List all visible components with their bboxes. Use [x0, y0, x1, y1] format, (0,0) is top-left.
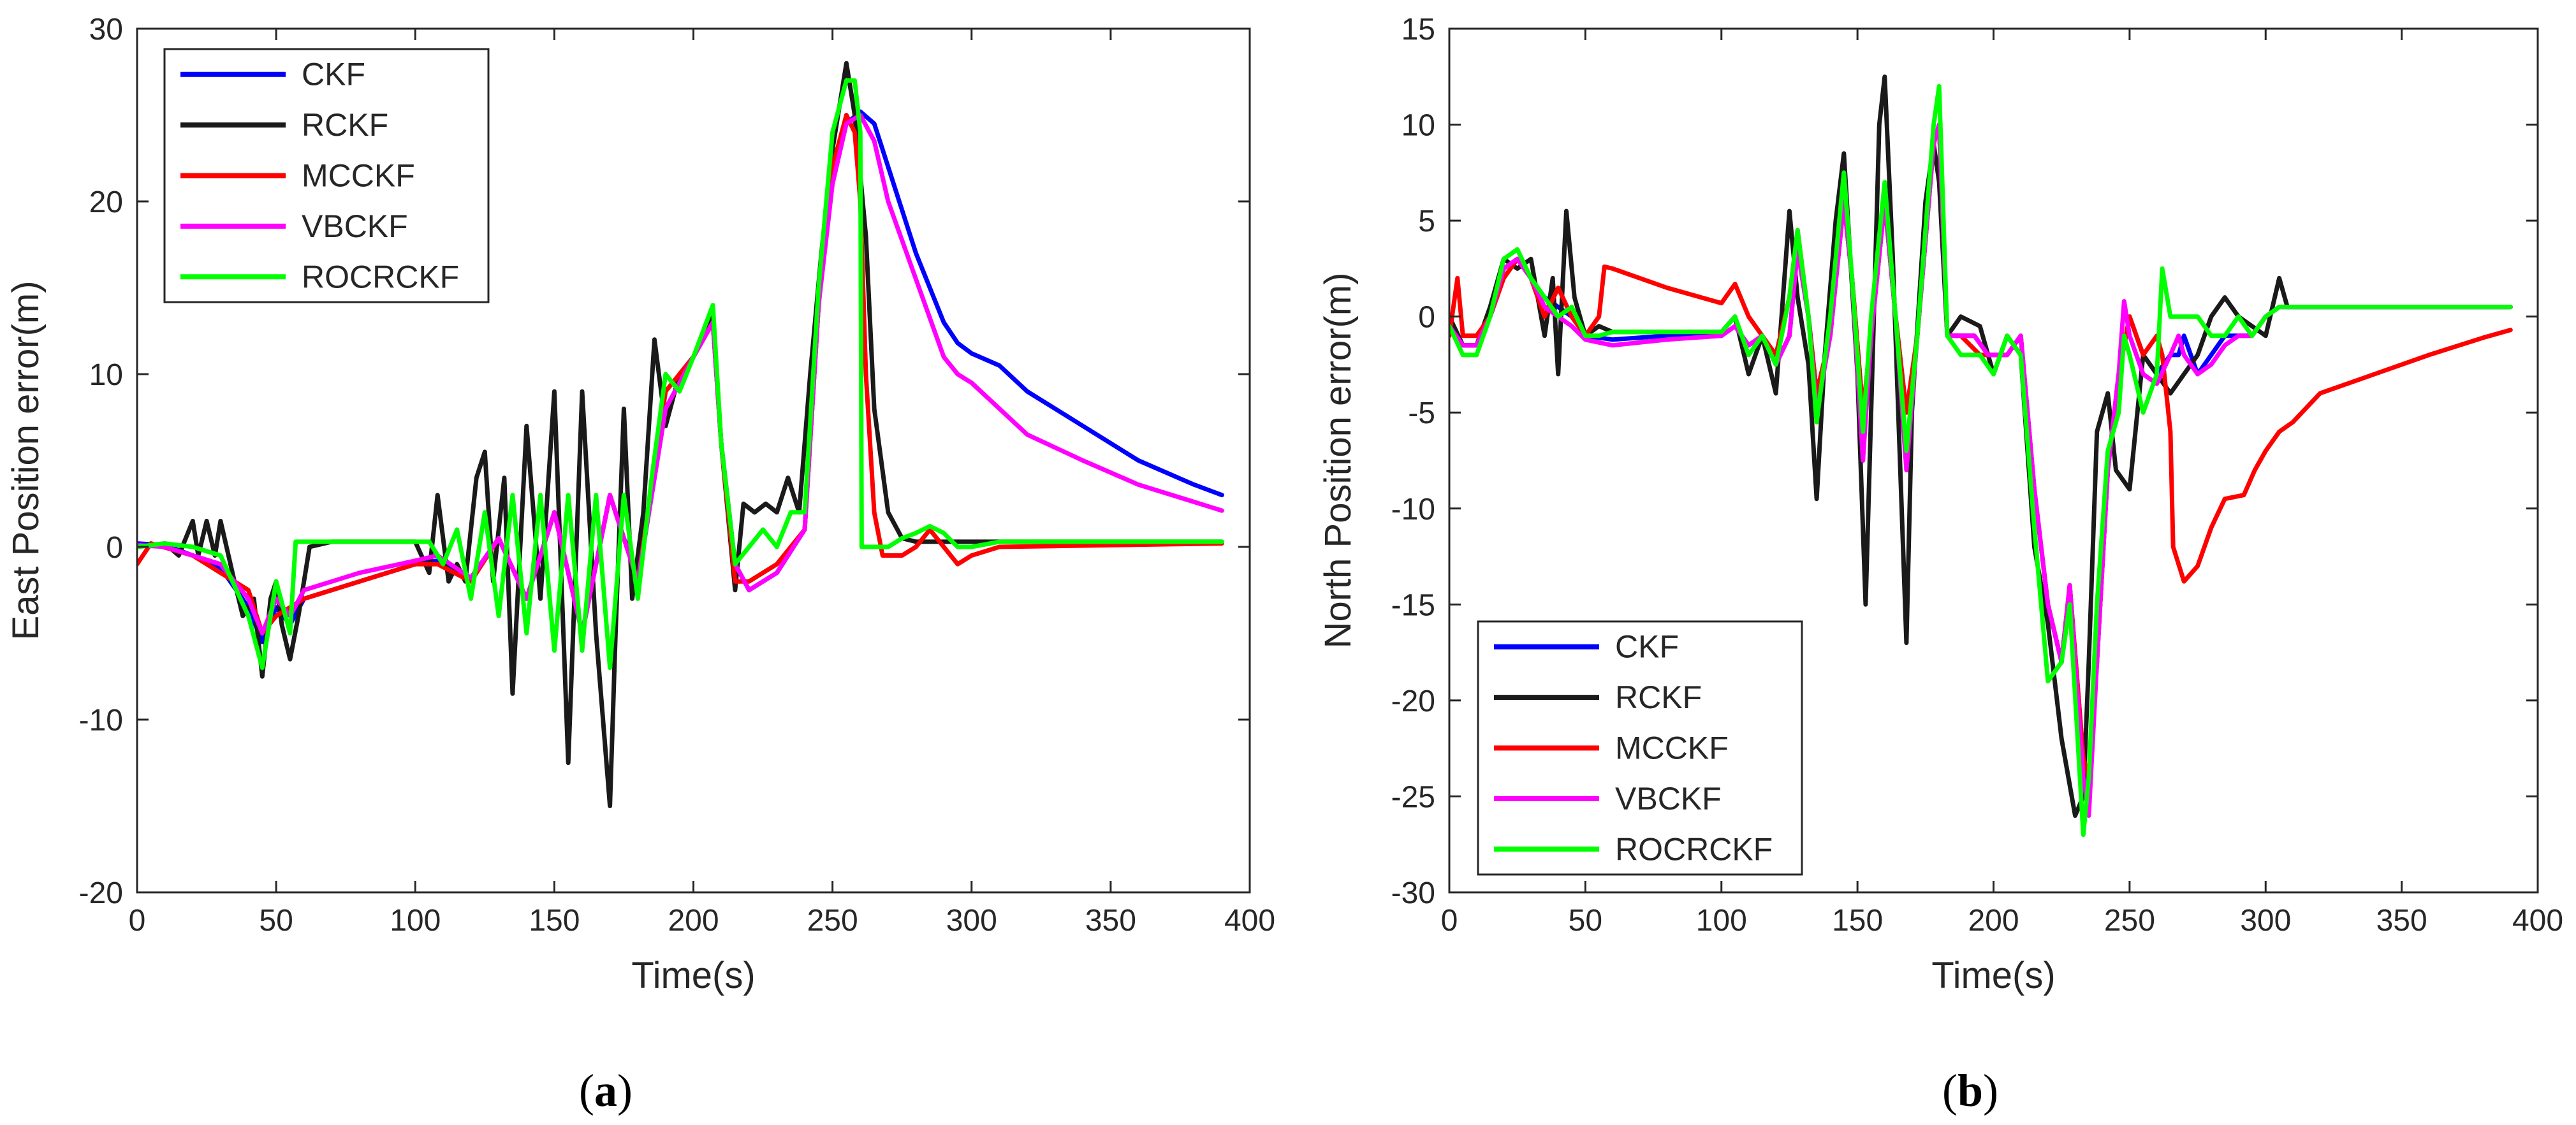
panel-a-east-position-error: 0 50 100 150 200 250 300 350 400 -20 -10 0 10 20 30 Tim… — [5, 13, 1275, 1116]
x-axis-label: Time(s) — [631, 955, 755, 996]
legend-label-vbckf: VBCKF — [1615, 781, 1722, 817]
y-tick-label: 0 — [1418, 301, 1435, 335]
legend-label-rocrckf: ROCRCKF — [302, 259, 459, 294]
y-tick-label: -20 — [79, 876, 123, 910]
x-tick-label: 300 — [2240, 904, 2291, 938]
x-tick-label: 300 — [946, 904, 997, 938]
y-tick-label: -20 — [1391, 685, 1435, 718]
legend-label-rocrckf: ROCRCKF — [1615, 831, 1773, 867]
x-tick-label: 0 — [1441, 904, 1458, 938]
y-tick-label: 10 — [89, 358, 123, 392]
legend: CKF RCKF MCCKF VBCKF ROCRCKF — [1477, 620, 1803, 876]
y-tick-label: -5 — [1408, 396, 1435, 430]
x-tick-label: 350 — [1085, 904, 1136, 938]
legend-label-rckf: RCKF — [302, 107, 388, 143]
y-tick-label: -10 — [1391, 493, 1435, 526]
x-tick-label: 150 — [1832, 904, 1883, 938]
x-tick-label: 150 — [529, 904, 580, 938]
legend-label-vbckf: VBCKF — [302, 208, 408, 244]
series-lines — [137, 61, 1224, 808]
y-tick-label: 20 — [89, 185, 123, 219]
y-tick-label: -30 — [1391, 876, 1435, 910]
x-tick-label: 50 — [259, 904, 293, 938]
y-tick-label: -15 — [1391, 588, 1435, 622]
y-axis-label: North Position error(m) — [1317, 273, 1359, 649]
panel-caption: (a) — [579, 1065, 633, 1116]
legend: CKF RCKF MCCKF VBCKF ROCRCKF — [163, 48, 490, 303]
y-tick-label: 10 — [1401, 109, 1435, 143]
legend-label-rckf: RCKF — [1615, 679, 1702, 715]
y-tick-label: 30 — [89, 13, 123, 47]
x-tick-label: 200 — [1968, 904, 2019, 938]
y-tick-label: 0 — [106, 531, 123, 565]
legend-label-mcckf: MCCKF — [1615, 730, 1729, 766]
series-lines — [1449, 74, 2513, 838]
x-tick-label: 400 — [2512, 904, 2563, 938]
x-tick-label: 250 — [2104, 904, 2155, 938]
series-line-rocrckf — [137, 78, 1224, 671]
x-tick-label: 100 — [1696, 904, 1747, 938]
y-tick-label: 15 — [1401, 13, 1435, 47]
x-tick-label: 0 — [129, 904, 146, 938]
x-tick-label: 400 — [1224, 904, 1275, 938]
series-line-vbckf — [1449, 122, 2513, 818]
legend-label-ckf: CKF — [302, 57, 365, 92]
series-line-rocrckf — [1449, 83, 2513, 838]
x-tick-label: 200 — [668, 904, 719, 938]
panel-b-north-position-error: 0 50 100 150 200 250 300 350 400-30-25-20-15-10-… — [1317, 13, 2563, 1116]
y-tick-label: -25 — [1391, 780, 1435, 814]
y-tick-label: 5 — [1418, 205, 1435, 238]
panel-caption: (b) — [1942, 1065, 1998, 1116]
legend-label-mcckf: MCCKF — [302, 158, 415, 194]
x-tick-label: 100 — [390, 904, 441, 938]
y-tick-label: -10 — [79, 704, 123, 737]
x-tick-label: 350 — [2376, 904, 2427, 938]
x-tick-label: 50 — [1569, 904, 1602, 938]
y-axis-label: East Position error(m) — [5, 280, 47, 640]
x-axis-label: Time(s) — [1931, 955, 2055, 996]
legend-label-ckf: CKF — [1615, 629, 1679, 665]
x-tick-label: 250 — [807, 904, 858, 938]
